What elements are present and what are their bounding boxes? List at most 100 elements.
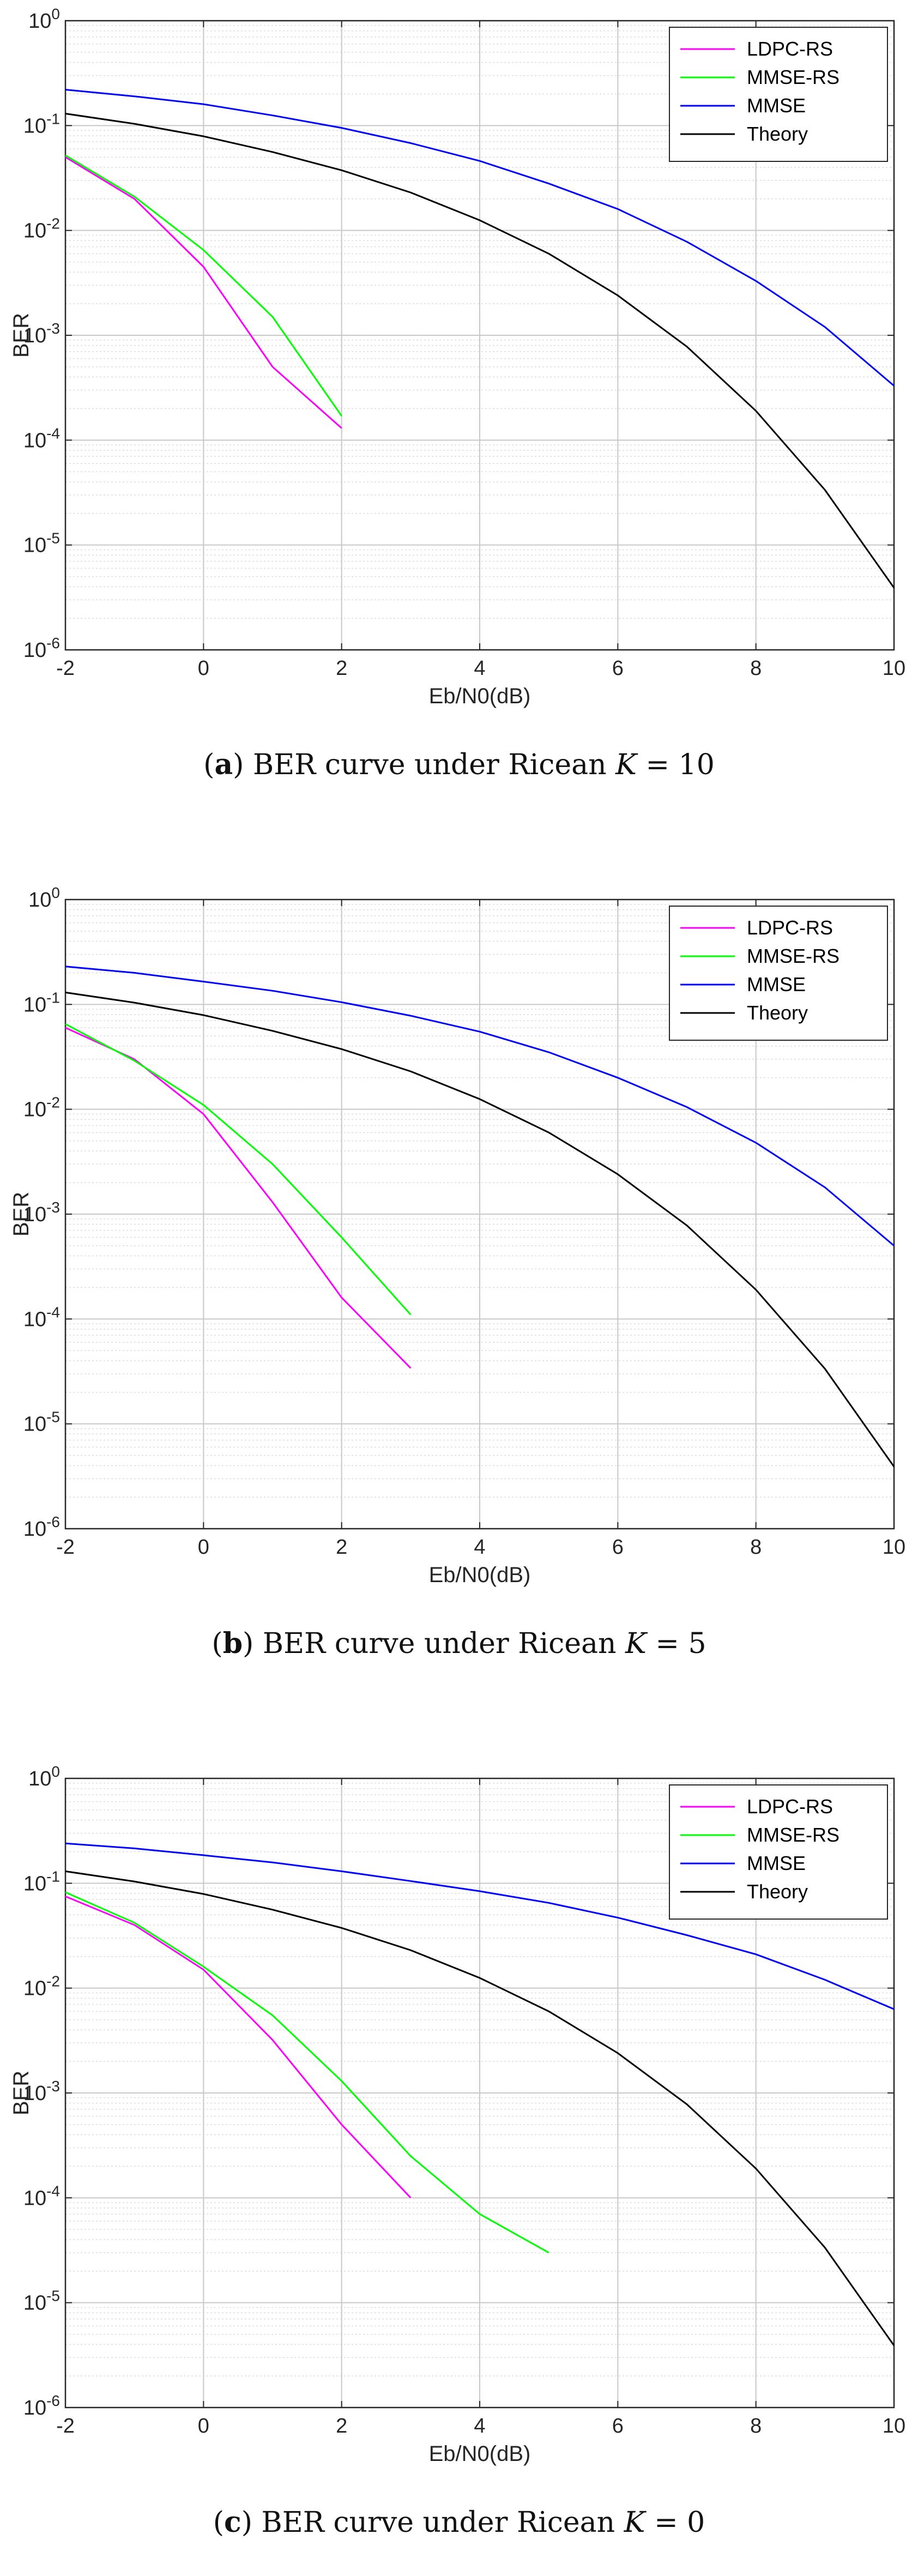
y-tick-base: 10: [28, 10, 51, 33]
x-tick-label: 0: [198, 2415, 209, 2438]
caption-b-text: BER curve under Ricean: [262, 1627, 617, 1660]
series-line-mmse: [65, 89, 895, 387]
series-line-ldpc-rs: [65, 1027, 412, 1369]
caption-a-letter: a: [214, 748, 233, 781]
y-tick-label: 100: [28, 5, 60, 33]
y-tick-exponent: -3: [46, 320, 60, 337]
x-axis-label: Eb/N0(dB): [429, 684, 531, 708]
chart-panel-c: 10-6 10-5 10-4 10-3 10-2 10-1 100 -2 0 2 4 6 8 10 Eb/N…: [0, 1758, 918, 2575]
y-tick-label: 10-6: [23, 635, 60, 662]
caption-c-var: K: [624, 2506, 645, 2539]
y-tick-exponent: -6: [46, 1513, 60, 1530]
legend-label: LDPC-RS: [747, 38, 833, 60]
y-axis-label: BER: [9, 1192, 33, 1236]
x-tick-label: 6: [612, 2415, 624, 2438]
y-tick-exponent: -3: [46, 2078, 60, 2095]
y-tick-base: 10: [28, 889, 51, 912]
chart-panel-b: 10-6 10-5 10-4 10-3 10-2 10-1 100 -2 0 2 4 6 8 10 Eb/N…: [0, 879, 918, 1729]
y-tick-exponent: -2: [46, 1094, 60, 1111]
y-tick-label: 10-3: [23, 320, 60, 347]
y-tick-exponent: 0: [51, 1763, 60, 1780]
x-tick-label: 8: [750, 1536, 762, 1559]
y-tick-label: 10-3: [23, 2078, 60, 2105]
caption-b: (b) BER curve under Ricean K = 5: [212, 1627, 706, 1660]
y-tick-exponent: -5: [46, 1409, 60, 1426]
y-tick-exponent: -5: [46, 530, 60, 547]
x-tick-label: 8: [750, 657, 762, 680]
y-tick-label: 10-5: [23, 1409, 60, 1436]
y-tick-exponent: -1: [46, 1868, 60, 1885]
series-line-mmse-rs: [65, 154, 342, 417]
y-tick-exponent: -1: [46, 110, 60, 127]
caption-a-eq: = 10: [645, 749, 715, 781]
x-tick-label: -2: [56, 1536, 75, 1559]
y-tick-base: 10: [23, 639, 46, 662]
series-line-ldpc-rs: [65, 156, 342, 429]
x-tick-label: 10: [883, 1536, 905, 1559]
x-tick-label: 2: [336, 2415, 347, 2438]
y-tick-label: 10-5: [23, 2288, 60, 2315]
y-tick-base: 10: [23, 1518, 46, 1541]
series-line-mmse: [65, 1842, 895, 2010]
x-tick-label: -2: [56, 657, 75, 680]
x-axis-label: Eb/N0(dB): [429, 1563, 531, 1587]
x-tick-label: 8: [750, 2415, 762, 2438]
y-tick-exponent: -6: [46, 635, 60, 651]
y-tick-label: 10-4: [23, 1304, 60, 1331]
y-tick-exponent: -5: [46, 2288, 60, 2304]
x-tick-label: 0: [198, 1536, 209, 1559]
legend-label: MMSE: [747, 973, 806, 996]
y-tick-base: 10: [23, 2082, 46, 2105]
y-tick-exponent: -3: [46, 1199, 60, 1216]
y-axis-label: BER: [9, 313, 33, 358]
legend-label: MMSE-RS: [747, 66, 840, 88]
y-tick-label: 10-4: [23, 425, 60, 452]
y-axis-label: BER: [9, 2071, 33, 2115]
y-tick-base: 10: [23, 429, 46, 452]
y-tick-exponent: 0: [51, 884, 60, 901]
series-line-theory: [65, 112, 895, 589]
y-tick-base: 10: [23, 2292, 46, 2315]
y-tick-label: 10-1: [23, 989, 60, 1016]
x-axis-label: Eb/N0(dB): [429, 2442, 531, 2466]
legend-label: Theory: [747, 123, 808, 145]
caption-c-eq: = 0: [654, 2506, 705, 2539]
caption-a-var: K: [615, 749, 637, 781]
series-line-mmse-rs: [65, 1891, 549, 2254]
legend-label: Theory: [747, 1002, 808, 1024]
y-tick-base: 10: [23, 1203, 46, 1226]
y-tick-exponent: -4: [46, 2182, 60, 2199]
caption-a-text: BER curve under Ricean: [253, 749, 607, 781]
y-tick-base: 10: [23, 2187, 46, 2210]
y-tick-base: 10: [23, 1099, 46, 1121]
caption-b-letter: b: [222, 1627, 243, 1660]
y-tick-base: 10: [23, 1977, 46, 2000]
y-tick-base: 10: [23, 1872, 46, 1895]
legend-label: MMSE-RS: [747, 945, 840, 967]
y-tick-label: 10-6: [23, 2392, 60, 2420]
x-tick-label: 2: [336, 1536, 347, 1559]
x-tick-label: 10: [883, 2415, 905, 2438]
y-tick-label: 10-4: [23, 2182, 60, 2210]
y-tick-label: 10-2: [23, 1094, 60, 1121]
y-tick-exponent: -6: [46, 2392, 60, 2409]
legend: LDPC-RS MMSE-RS MMSE Theory: [669, 1784, 888, 1920]
x-tick-label: 4: [474, 1536, 485, 1559]
series-line-mmse: [65, 966, 895, 1247]
caption-b-eq: = 5: [655, 1627, 706, 1660]
x-tick-label: 0: [198, 657, 209, 680]
x-tick-label: 10: [883, 657, 905, 680]
series-line-theory: [65, 1870, 895, 2346]
y-tick-base: 10: [23, 114, 46, 137]
y-tick-base: 10: [28, 1767, 51, 1790]
legend-label: MMSE: [747, 1852, 806, 1874]
x-tick-label: -2: [56, 2415, 75, 2438]
legend-label: LDPC-RS: [747, 1795, 833, 1818]
caption-c: (c) BER curve under Ricean K = 0: [213, 2506, 705, 2539]
legend-label: LDPC-RS: [747, 916, 833, 939]
series-line-ldpc-rs: [65, 1896, 412, 2199]
y-tick-base: 10: [23, 220, 46, 243]
y-tick-label: 10-5: [23, 530, 60, 557]
